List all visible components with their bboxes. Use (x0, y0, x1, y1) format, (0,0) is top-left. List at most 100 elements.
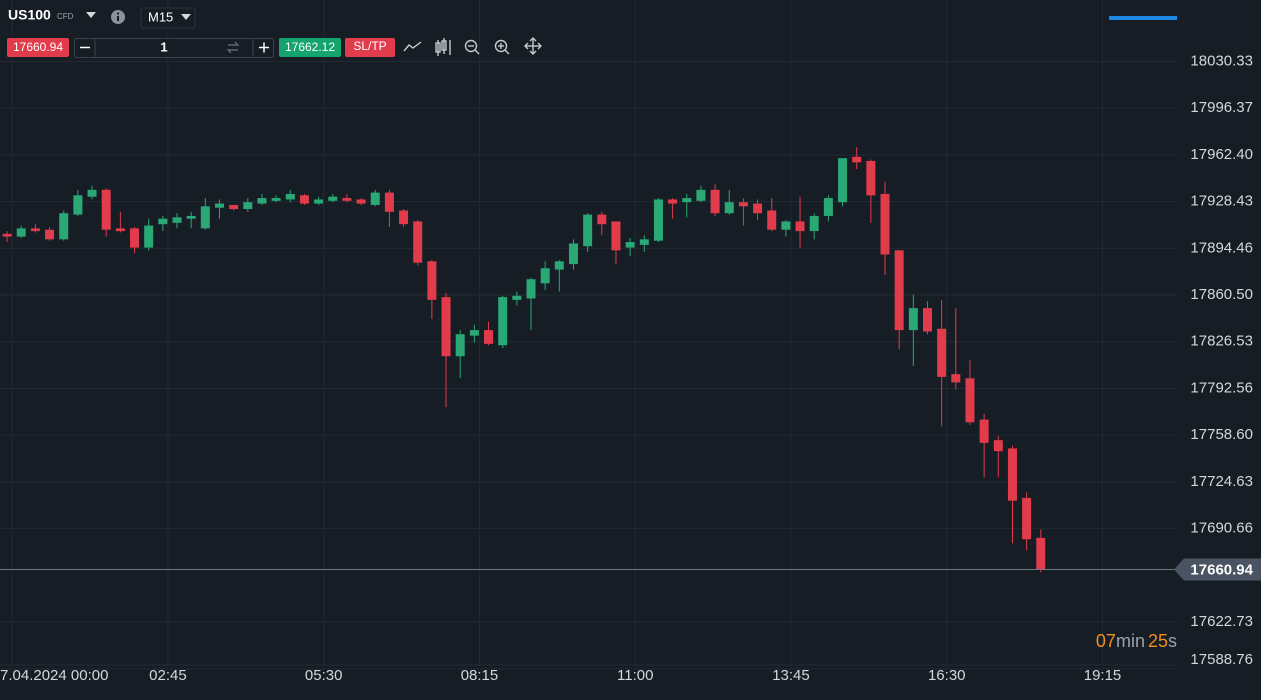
candle-body (271, 198, 281, 201)
timer-seconds-unit: s (1168, 631, 1177, 651)
candle-body (59, 213, 69, 240)
candle-body (299, 195, 309, 204)
candle-body (526, 279, 536, 299)
candle-body (30, 228, 40, 232)
candle-body (597, 214, 607, 225)
candle-body (441, 297, 451, 357)
quantity[interactable]: 1 (160, 39, 167, 54)
zoom-in[interactable] (494, 39, 510, 55)
info-icon[interactable] (111, 10, 125, 24)
candle-body (583, 214, 593, 247)
y-tick-label: 17860.50 (1190, 286, 1253, 303)
candle-body (554, 261, 564, 270)
candle-body (427, 261, 437, 300)
candle-body (767, 210, 777, 230)
y-tick-label: 17928.43 (1190, 193, 1253, 210)
candle-body (795, 221, 805, 232)
sltp[interactable]: SL/TP (353, 39, 386, 53)
timer-seconds: 25 (1148, 631, 1168, 651)
y-tick-label: 18030.33 (1190, 52, 1253, 69)
candle-body (823, 198, 833, 216)
candle-body (342, 198, 352, 201)
x-tick-label: 05:30 (305, 667, 343, 684)
candle-body (993, 440, 1003, 452)
candle-body (965, 378, 975, 423)
candle-body (1022, 497, 1032, 540)
buy-price[interactable]: 17662.12 (285, 40, 335, 54)
buy-button[interactable] (279, 38, 341, 57)
timer-minutes: 07 (1096, 631, 1116, 651)
symbol[interactable]: US100 (8, 7, 51, 23)
candle-body (951, 374, 961, 383)
candle-body (809, 215, 819, 232)
chart-tools (403, 37, 542, 56)
candle-body (738, 202, 748, 207)
candle-body (484, 330, 494, 344)
candle-body (696, 189, 706, 201)
zoom-out[interactable] (464, 39, 480, 55)
y-tick-label: 17826.53 (1190, 333, 1253, 350)
y-tick-label: 17894.46 (1190, 239, 1253, 256)
candle-body (243, 202, 253, 210)
candle-body (45, 229, 55, 240)
candle-body (214, 203, 224, 208)
candle-body (469, 330, 479, 336)
candle-body (922, 308, 932, 332)
timeframe-dropdown[interactable] (181, 14, 191, 20)
candle-body (1036, 537, 1046, 570)
candle-body (668, 199, 678, 204)
candle-body (455, 334, 465, 357)
candle-body (399, 210, 409, 225)
candle-body (866, 160, 876, 196)
sell-button[interactable] (7, 38, 69, 57)
candle-body (568, 243, 578, 265)
y-tick-label: 17962.40 (1190, 146, 1253, 163)
quantity-box[interactable] (74, 38, 274, 58)
candle-body (540, 268, 550, 284)
timeframe[interactable]: M15 (148, 9, 173, 24)
candle-body (2, 233, 12, 237)
x-tick-label: 11:00 (617, 667, 653, 684)
line-tool[interactable] (403, 41, 422, 52)
candle-body (229, 204, 239, 210)
swap-icon[interactable] (226, 41, 240, 54)
candle-tool[interactable] (435, 38, 451, 56)
candle-body (144, 225, 154, 248)
x-tick-label: 7.04.2024 00:00 (0, 667, 108, 684)
candle-body (512, 295, 522, 300)
candle-body (314, 199, 324, 204)
candle-body (937, 328, 947, 377)
candle-body (880, 193, 890, 255)
candle-body (115, 228, 125, 232)
candle-body (724, 202, 734, 214)
candle-body (16, 228, 26, 237)
y-tick-label: 17792.56 (1190, 379, 1253, 396)
candle-body (908, 308, 918, 331)
candle-body (710, 189, 720, 214)
pan-tool[interactable] (524, 37, 542, 55)
candle-body (611, 221, 621, 251)
candle-timer: 07min 25s (1096, 631, 1177, 651)
x-tick-label: 08:15 (461, 667, 499, 684)
current-price-label: 17660.94 (1190, 562, 1253, 579)
sell-price[interactable]: 17660.94 (13, 40, 63, 54)
candle-body (186, 215, 196, 219)
sltp-button[interactable] (345, 38, 395, 57)
x-tick-label: 16:30 (928, 667, 966, 684)
y-tick-label: 17724.63 (1190, 473, 1253, 490)
candle-body (384, 192, 394, 212)
candle-body (838, 158, 848, 203)
increase-button[interactable] (259, 42, 269, 53)
timeframe-box[interactable] (140, 7, 196, 29)
symbol-dropdown[interactable] (86, 12, 96, 18)
candle-body (87, 189, 97, 197)
candle-body (200, 206, 210, 229)
candle-body (852, 156, 862, 163)
current-price-tag (1174, 558, 1261, 581)
y-tick-label: 17588.76 (1190, 651, 1253, 668)
candle-body (1007, 448, 1017, 501)
x-tick-label: 13:45 (772, 667, 810, 684)
candle-body (498, 297, 508, 346)
